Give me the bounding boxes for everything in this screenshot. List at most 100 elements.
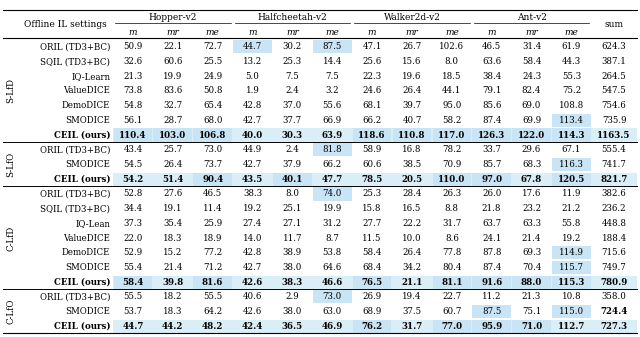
Text: 34.4: 34.4 <box>124 204 143 213</box>
Text: 115.0: 115.0 <box>559 307 584 316</box>
Text: 50.9: 50.9 <box>124 42 143 51</box>
Text: m: m <box>248 28 257 37</box>
Text: 38.9: 38.9 <box>283 248 302 257</box>
Text: 26.0: 26.0 <box>482 189 501 198</box>
Text: 115.7: 115.7 <box>559 263 584 272</box>
Text: 56.1: 56.1 <box>124 116 143 125</box>
Text: 13.2: 13.2 <box>243 57 262 66</box>
Text: 14.4: 14.4 <box>323 57 342 66</box>
Text: 61.9: 61.9 <box>562 42 581 51</box>
Text: 58.9: 58.9 <box>362 145 382 154</box>
Text: 11.4: 11.4 <box>203 204 223 213</box>
Text: 40.7: 40.7 <box>403 116 422 125</box>
Text: 11.9: 11.9 <box>562 189 581 198</box>
Text: 58.4: 58.4 <box>362 248 382 257</box>
Text: 42.4: 42.4 <box>242 322 263 331</box>
Text: 44.2: 44.2 <box>162 322 184 331</box>
Text: 65.4: 65.4 <box>203 101 222 110</box>
Text: 17.6: 17.6 <box>522 189 541 198</box>
Text: 68.4: 68.4 <box>362 263 382 272</box>
Text: 24.1: 24.1 <box>482 234 501 243</box>
Text: 25.3: 25.3 <box>362 189 381 198</box>
Text: DemoDICE: DemoDICE <box>62 101 110 110</box>
Text: 38.3: 38.3 <box>243 189 262 198</box>
Text: 76.5: 76.5 <box>362 278 383 287</box>
Text: 88.0: 88.0 <box>521 278 542 287</box>
Bar <box>472 173 511 186</box>
Text: 39.7: 39.7 <box>403 101 422 110</box>
Text: 37.5: 37.5 <box>403 307 422 316</box>
Text: 42.7: 42.7 <box>243 116 262 125</box>
Text: 87.4: 87.4 <box>482 116 501 125</box>
Text: 8.7: 8.7 <box>325 234 339 243</box>
Text: 11.7: 11.7 <box>283 234 302 243</box>
Text: 64.6: 64.6 <box>323 263 342 272</box>
Text: 18.3: 18.3 <box>163 307 182 316</box>
Bar <box>512 128 551 142</box>
Text: mr: mr <box>406 28 419 37</box>
Text: 44.7: 44.7 <box>122 322 143 331</box>
Text: 18.3: 18.3 <box>163 234 182 243</box>
Text: me: me <box>325 28 339 37</box>
Text: 31.7: 31.7 <box>442 219 461 228</box>
Text: 81.8: 81.8 <box>323 145 342 154</box>
Text: 19.9: 19.9 <box>163 72 182 81</box>
Text: 69.0: 69.0 <box>522 101 541 110</box>
Bar <box>433 320 471 333</box>
Text: 358.0: 358.0 <box>602 293 627 301</box>
Text: 754.6: 754.6 <box>602 101 627 110</box>
Text: mr: mr <box>166 28 179 37</box>
Text: 22.1: 22.1 <box>163 42 182 51</box>
Text: 19.1: 19.1 <box>163 204 182 213</box>
Text: 77.2: 77.2 <box>203 248 222 257</box>
Text: 64.2: 64.2 <box>203 307 222 316</box>
Text: DemoDICE: DemoDICE <box>62 248 110 257</box>
Text: 741.7: 741.7 <box>602 160 627 169</box>
Text: 448.8: 448.8 <box>602 219 627 228</box>
Bar <box>552 276 591 289</box>
Bar <box>193 128 232 142</box>
Text: 8.0: 8.0 <box>445 57 459 66</box>
Text: 37.7: 37.7 <box>283 116 302 125</box>
Text: 55.5: 55.5 <box>124 293 143 301</box>
Text: 18.2: 18.2 <box>163 293 182 301</box>
Text: 555.4: 555.4 <box>602 145 627 154</box>
Text: 21.3: 21.3 <box>522 293 541 301</box>
Text: 71.0: 71.0 <box>521 322 542 331</box>
Text: 55.3: 55.3 <box>562 72 581 81</box>
Text: 122.0: 122.0 <box>518 131 545 140</box>
Text: 47.1: 47.1 <box>362 42 382 51</box>
Text: 90.4: 90.4 <box>202 175 223 184</box>
Text: 29.6: 29.6 <box>522 145 541 154</box>
Text: 54.2: 54.2 <box>122 175 143 184</box>
Text: 52.8: 52.8 <box>124 189 143 198</box>
Text: 73.0: 73.0 <box>323 293 342 301</box>
Bar <box>113 276 637 289</box>
Bar <box>313 40 351 54</box>
Text: 110.8: 110.8 <box>398 131 426 140</box>
Text: 18.5: 18.5 <box>442 72 461 81</box>
Text: 28.4: 28.4 <box>403 189 422 198</box>
Bar <box>113 128 637 142</box>
Text: 40.6: 40.6 <box>243 293 262 301</box>
Text: 34.2: 34.2 <box>403 263 422 272</box>
Text: 68.1: 68.1 <box>362 101 382 110</box>
Text: 22.0: 22.0 <box>124 234 143 243</box>
Text: 3.2: 3.2 <box>325 87 339 95</box>
Bar <box>393 128 431 142</box>
Text: 15.6: 15.6 <box>403 57 422 66</box>
Text: IQ-Learn: IQ-Learn <box>71 72 110 81</box>
Text: 68.0: 68.0 <box>203 116 223 125</box>
Text: 26.9: 26.9 <box>362 293 381 301</box>
Text: 32.7: 32.7 <box>163 101 182 110</box>
Bar <box>552 114 591 127</box>
Bar <box>472 305 511 318</box>
Text: me: me <box>445 28 459 37</box>
Text: 53.7: 53.7 <box>124 307 143 316</box>
Text: 46.9: 46.9 <box>322 322 343 331</box>
Text: 126.3: 126.3 <box>478 131 506 140</box>
Text: 37.3: 37.3 <box>124 219 143 228</box>
Text: Hopper-v2: Hopper-v2 <box>148 13 197 22</box>
Bar <box>313 143 351 156</box>
Bar <box>193 276 232 289</box>
